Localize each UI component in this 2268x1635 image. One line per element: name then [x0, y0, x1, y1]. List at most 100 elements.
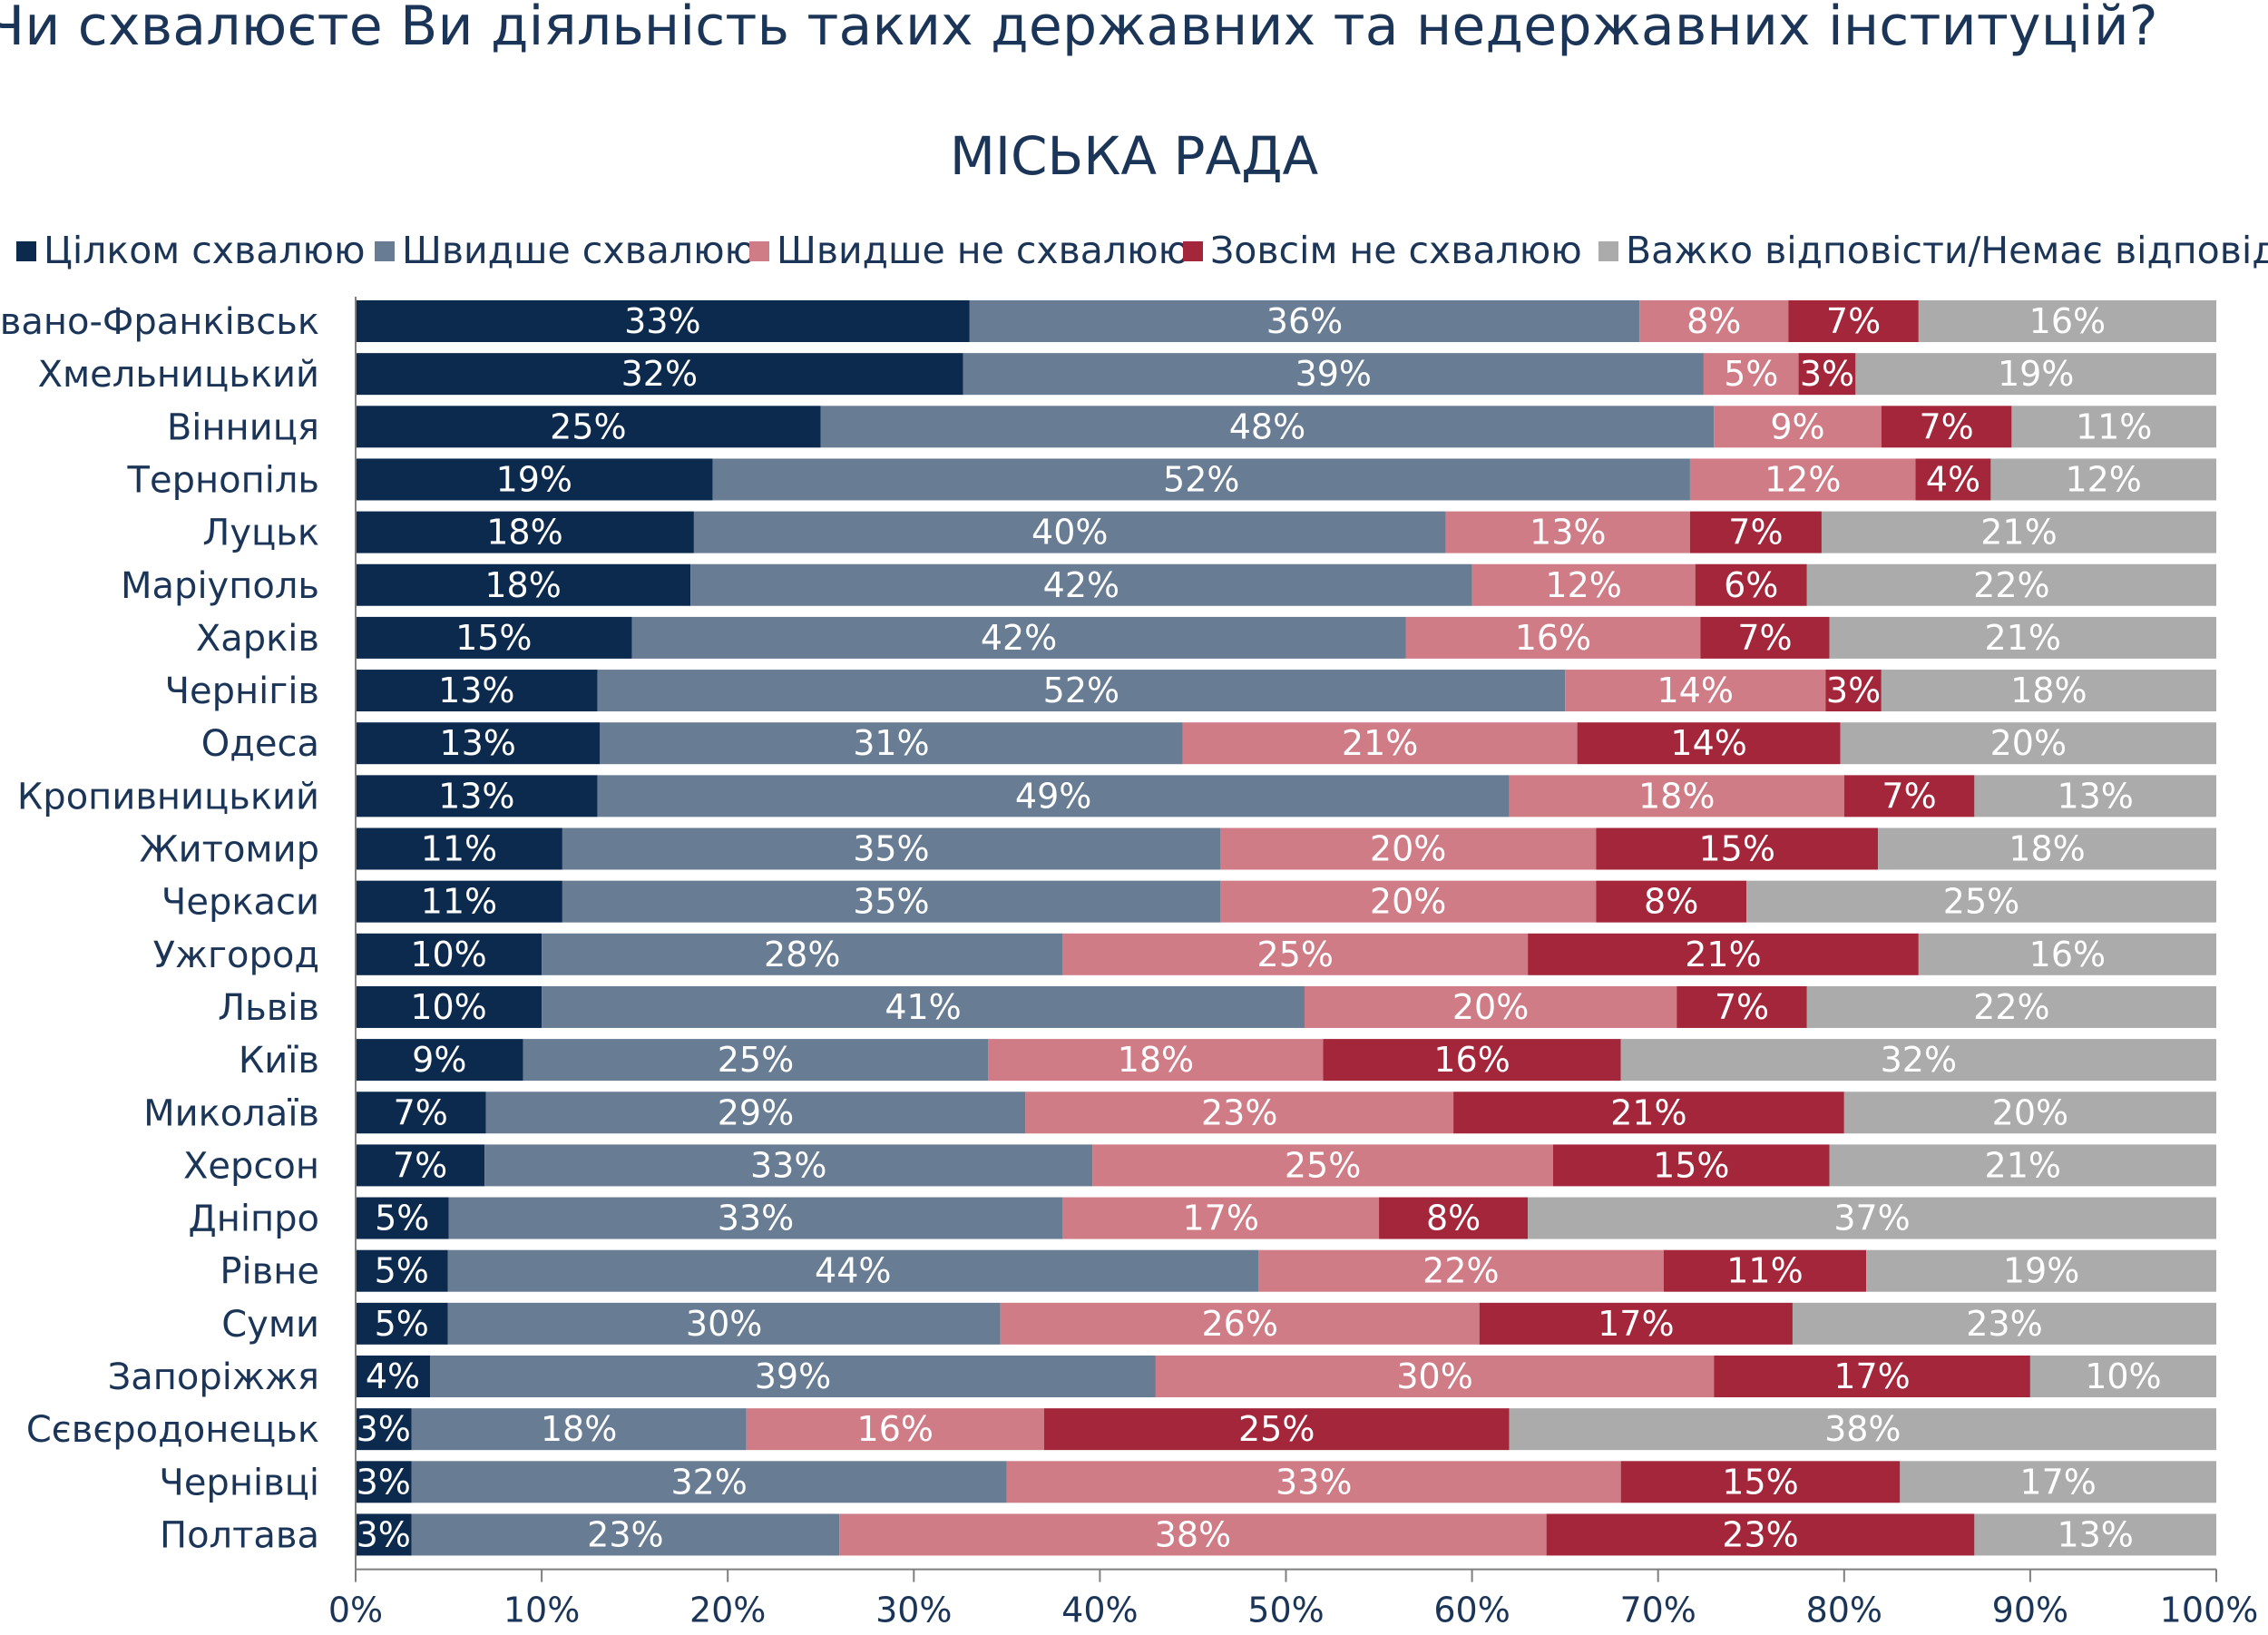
category-label: Вінниця	[167, 406, 319, 448]
bar-row: Луцьк 18% 40% 13% 7% 21%	[202, 511, 2216, 554]
bar-segment-fully-disapprove	[1546, 1513, 1975, 1556]
legend-label-rather-disapprove: Швидше не схвалюю	[777, 229, 1190, 272]
bar-segment-fully-disapprove	[1689, 511, 1822, 553]
bar-row: Херсон 7% 33% 25% 15% 21%	[183, 1144, 2216, 1187]
category-label: Хмельницький	[38, 354, 319, 396]
bar-segment-fully-disapprove	[1379, 1197, 1529, 1239]
bar-row: Ужгород 10% 28% 25% 21% 16%	[153, 933, 2216, 976]
x-tick-label: 60%	[1433, 1591, 1510, 1630]
legend-swatch-rather-disapprove	[749, 241, 769, 261]
chart-legend: Цілком схвалюю Швидше схвалюю Швидше не …	[16, 229, 2268, 283]
data-label-fully-disapprove: 3%	[1800, 354, 1854, 394]
data-label-fully-disapprove: 15%	[1653, 1145, 1729, 1185]
bar-segment-fully-disapprove	[1714, 1356, 2030, 1397]
legend-item-fully-approve: Цілком схвалюю	[16, 229, 366, 272]
chart-title: МІСЬКА РАДА	[949, 125, 1319, 187]
bar-segment-rather-disapprove	[1305, 985, 1677, 1028]
data-label-fully-disapprove: 7%	[1919, 406, 1973, 446]
data-label-rather-approve: 39%	[755, 1356, 831, 1396]
bar-segment-hard-to-say	[1974, 1513, 2216, 1556]
data-label-rather-disapprove: 16%	[1515, 618, 1591, 658]
bar-segment-hard-to-say	[1746, 880, 2216, 923]
data-label-fully-disapprove: 16%	[1433, 1040, 1510, 1080]
bar-segment-fully-approve	[356, 300, 970, 342]
legend-label-fully-approve: Цілком схвалюю	[44, 229, 366, 272]
bar-segment-fully-disapprove	[1479, 1302, 1793, 1345]
bar-segment-fully-disapprove	[1677, 985, 1807, 1028]
legend-label-hard-to-say: Важко відповісти/Немає відповіді	[1626, 229, 2268, 272]
data-label-fully-approve: 9%	[412, 1040, 466, 1080]
bar-segment-hard-to-say	[1528, 1197, 2216, 1239]
legend-item-rather-approve: Швидше схвалюю	[375, 229, 756, 272]
bar-segment-rather-disapprove	[1509, 775, 1844, 818]
bar-segment-rather-disapprove	[1445, 511, 1690, 553]
bar-row: Тернопіль 19% 52% 12% 4% 12%	[127, 458, 2216, 501]
bar-segment-rather-approve	[485, 1092, 1026, 1134]
x-tick-label: 80%	[1806, 1591, 1882, 1630]
bar-segment-rather-disapprove	[1689, 458, 1916, 501]
data-label-fully-approve: 33%	[624, 301, 700, 341]
bar-segment-fully-approve	[356, 722, 601, 765]
bar-segment-rather-approve	[597, 775, 1510, 818]
legend-item-rather-disapprove: Швидше не схвалюю	[749, 229, 1189, 272]
category-label: Луцьк	[202, 513, 319, 554]
bar-row: Івано-Франківськ 33% 36% 8% 7% 16%	[0, 300, 2216, 343]
bar-segment-hard-to-say	[1866, 1249, 2216, 1292]
data-label-fully-approve: 25%	[550, 406, 626, 446]
legend-swatch-rather-approve	[375, 241, 395, 261]
data-label-hard-to-say: 13%	[2057, 1514, 2133, 1554]
data-label-rather-approve: 48%	[1229, 406, 1305, 446]
bar-segment-fully-approve	[356, 933, 543, 975]
data-label-rather-approve: 42%	[1043, 565, 1119, 605]
data-label-hard-to-say: 16%	[2029, 935, 2106, 974]
data-label-fully-disapprove: 15%	[1698, 829, 1774, 869]
bar-segment-rather-disapprove	[1182, 722, 1578, 765]
data-label-fully-approve: 5%	[375, 1199, 429, 1238]
data-label-rather-approve: 25%	[718, 1040, 794, 1080]
bar-segment-rather-approve	[820, 406, 1715, 448]
bar-segment-fully-approve	[356, 616, 632, 659]
data-label-fully-disapprove: 7%	[1728, 513, 1783, 553]
bar-segment-rather-approve	[523, 1039, 989, 1082]
bar-row: Вінниця 25% 48% 9% 7% 11%	[167, 406, 2216, 448]
data-label-rather-disapprove: 9%	[1770, 406, 1824, 446]
category-label: Львів	[218, 987, 319, 1029]
data-label-fully-disapprove: 14%	[1670, 723, 1746, 763]
data-label-fully-approve: 11%	[421, 882, 497, 922]
data-label-fully-approve: 10%	[410, 987, 486, 1027]
data-label-fully-approve: 7%	[393, 1145, 447, 1185]
data-label-hard-to-say: 10%	[2085, 1356, 2161, 1396]
bar-segment-hard-to-say	[1840, 722, 2216, 765]
bar-segment-fully-disapprove	[1620, 1461, 1901, 1503]
data-label-fully-approve: 5%	[375, 1251, 429, 1291]
bar-segment-rather-disapprove	[1639, 300, 1789, 342]
data-label-hard-to-say: 18%	[2009, 829, 2085, 869]
data-label-rather-disapprove: 25%	[1257, 935, 1334, 974]
category-label: Херсон	[183, 1145, 319, 1187]
bar-segment-fully-disapprove	[1596, 827, 1879, 870]
data-label-fully-disapprove: 25%	[1238, 1409, 1315, 1449]
data-label-rather-disapprove: 25%	[1285, 1145, 1361, 1185]
data-label-fully-approve: 32%	[621, 354, 698, 394]
bar-segment-fully-approve	[356, 670, 598, 712]
bar-segment-fully-disapprove	[1700, 616, 1830, 659]
bar-row: Сєвєродонецьк 3% 18% 16% 25% 38%	[26, 1408, 2216, 1451]
data-label-rather-approve: 35%	[853, 882, 929, 922]
data-label-rather-disapprove: 12%	[1545, 565, 1621, 605]
data-label-fully-approve: 3%	[357, 1514, 411, 1554]
bar-segment-fully-disapprove	[1915, 458, 1991, 501]
data-label-rather-approve: 33%	[718, 1199, 794, 1238]
data-label-hard-to-say: 19%	[2003, 1251, 2079, 1291]
legend-swatch-fully-disapprove	[1183, 241, 1203, 261]
category-label: Запоріжжя	[108, 1356, 319, 1398]
legend-swatch-fully-approve	[16, 241, 36, 261]
bar-segment-rather-disapprove	[839, 1513, 1547, 1556]
bar-segment-fully-approve	[356, 1513, 412, 1556]
data-label-rather-disapprove: 30%	[1396, 1356, 1472, 1396]
bar-segment-fully-approve	[356, 458, 713, 501]
bar-segment-rather-disapprove	[1703, 353, 1799, 396]
bar-segment-hard-to-say	[2011, 406, 2216, 448]
data-label-fully-disapprove: 11%	[1726, 1251, 1803, 1291]
bar-row: Київ 9% 25% 18% 16% 32%	[239, 1039, 2216, 1082]
bar-segment-rather-approve	[447, 1249, 1259, 1292]
